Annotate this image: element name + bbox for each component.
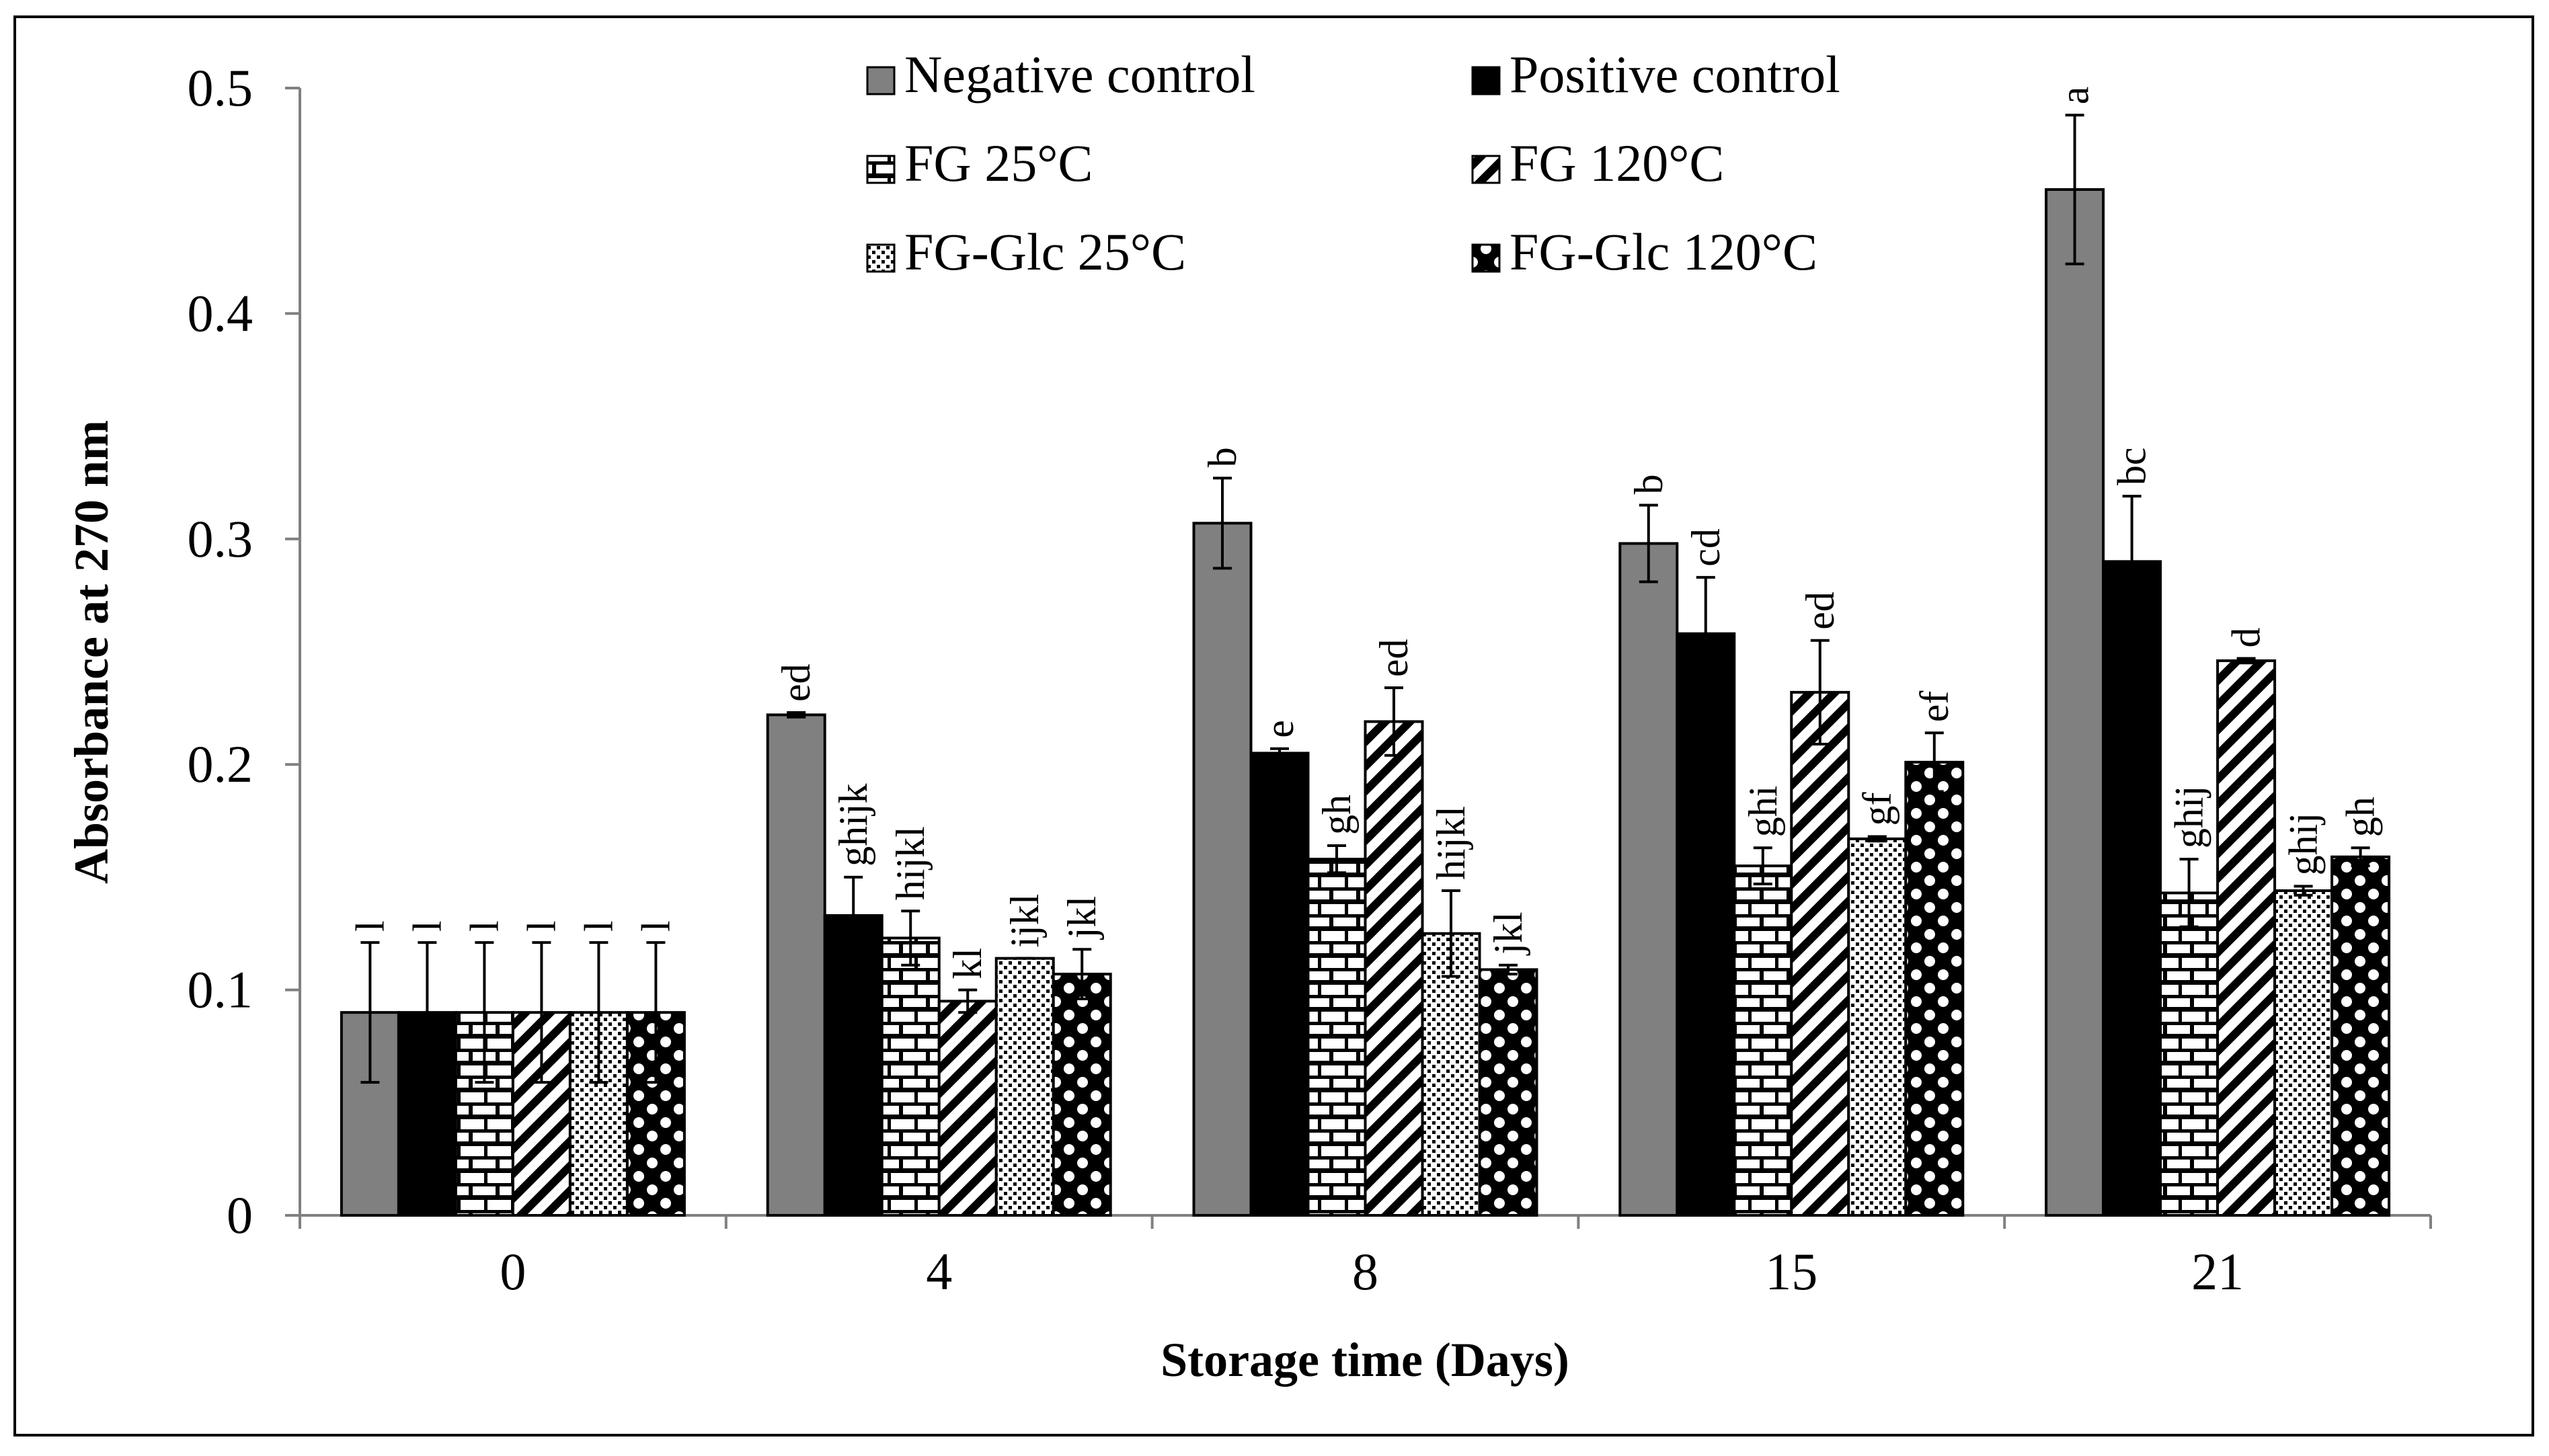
bar [2159, 891, 2220, 1217]
bar [1847, 837, 1908, 1217]
bar [1733, 864, 1793, 1217]
legend-label: FG 120°C [1509, 134, 1724, 192]
y-tick-label: 0 [227, 1186, 253, 1244]
bar [2330, 855, 2391, 1217]
x-tick-label: 15 [1765, 1242, 1817, 1301]
legend-swatch [866, 66, 896, 95]
significance-label: jkl [1486, 912, 1530, 955]
legend: Negative control Positive control FG 25°C F… [866, 45, 1840, 281]
bar [1306, 858, 1367, 1217]
legend-swatch [866, 155, 896, 184]
significance-label: l [519, 920, 563, 932]
bar [2273, 889, 2334, 1217]
y-axis-title: Absorbance at 270 nm [65, 420, 118, 884]
significance-label: a [2053, 87, 2097, 105]
y-tick-label: 0.5 [188, 58, 253, 117]
significance-label: d [2224, 628, 2269, 648]
y-tick-label: 0.2 [188, 735, 253, 793]
significance-label: ghij [2167, 786, 2211, 848]
significance-label: ed [774, 663, 818, 702]
bar [1192, 522, 1253, 1217]
bar [823, 914, 884, 1217]
legend-swatch [1471, 243, 1501, 273]
significance-label: l [633, 920, 678, 932]
y-tick-label: 0.1 [188, 961, 253, 1019]
y-axis-ticks: 0 0.1 0.2 0.3 0.4 0.5 [188, 58, 300, 1244]
significance-label: l [462, 920, 506, 932]
bar [1676, 632, 1736, 1217]
y-tick-label: 0.4 [188, 284, 253, 342]
significance-label: ghi [1741, 786, 1785, 838]
legend-label: FG-Glc 120°C [1509, 223, 1817, 281]
significance-label: cd [1684, 528, 1728, 567]
legend-swatch [1471, 66, 1501, 95]
significance-label: bc [2110, 447, 2154, 485]
bar [2045, 188, 2105, 1217]
legend-label: Negative control [904, 45, 1255, 104]
bar [994, 957, 1055, 1217]
bar [1052, 973, 1112, 1217]
bar [937, 1000, 998, 1217]
significance-label: gh [1315, 795, 1359, 835]
bar [2102, 560, 2162, 1217]
bar [1904, 760, 1965, 1217]
x-axis-ticks: 0 4 8 15 21 [299, 1215, 2432, 1301]
bar [1364, 720, 1424, 1217]
bar [1618, 542, 1679, 1217]
chart-border [13, 15, 2534, 1437]
significance-label: l [348, 920, 392, 932]
significance-label: hijkl [888, 826, 933, 900]
bar-series: l ed b b a l ghijk e cd bc l hijkl gh ghi ghij l kl ed ed d… [340, 87, 2391, 1217]
significance-label: hijkl [1429, 806, 1473, 880]
significance-label: ijkl [1003, 894, 1047, 948]
significance-label: ed [1798, 592, 1842, 630]
significance-label: ghijk [831, 784, 875, 866]
legend-label: FG 25°C [904, 134, 1093, 192]
x-tick-label: 8 [1352, 1242, 1378, 1301]
legend-swatch [866, 243, 896, 273]
significance-label: ef [1912, 691, 1957, 723]
x-tick-label: 0 [500, 1242, 526, 1301]
significance-label: ed [1372, 639, 1416, 678]
significance-label: ghij [2281, 813, 2326, 875]
significance-label: e [1257, 720, 1302, 738]
significance-label: jkl [1060, 896, 1104, 940]
x-tick-label: 4 [926, 1242, 952, 1301]
legend-label: Positive control [1509, 45, 1840, 104]
significance-label: l [405, 920, 449, 932]
bar [1249, 752, 1310, 1217]
legend-swatch [1471, 155, 1501, 184]
significance-label: l [576, 920, 621, 932]
significance-label: b [1200, 447, 1245, 467]
significance-label: b [1626, 474, 1671, 494]
bar [2216, 659, 2277, 1217]
legend-label: FG-Glc 25°C [904, 223, 1186, 281]
bar [1478, 968, 1538, 1217]
y-tick-label: 0.3 [188, 510, 253, 568]
significance-label: kl [945, 948, 990, 979]
bar [880, 936, 941, 1217]
significance-label: gh [2339, 797, 2383, 837]
bar [1790, 690, 1850, 1217]
bar [766, 713, 826, 1217]
x-tick-label: 21 [2191, 1242, 2244, 1301]
x-axis-title: Storage time (Days) [1161, 1333, 1569, 1387]
bar [397, 1011, 457, 1217]
significance-label: gf [1855, 793, 1899, 826]
